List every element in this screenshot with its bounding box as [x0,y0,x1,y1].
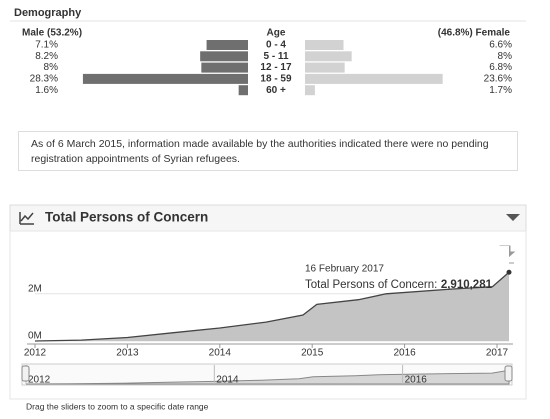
point-marker [506,269,512,275]
male-label: 8% [44,62,59,73]
left-header: Male (53.2%) [22,28,82,39]
male-label: 7.1% [35,40,58,51]
female-label: 6.6% [489,40,512,51]
slider-handle[interactable] [504,365,513,382]
area [35,272,509,341]
x-tick-label: 2015 [301,348,324,359]
y-tick-label: 2M [28,283,42,294]
female-bar [305,62,345,73]
x-tick-label: 2014 [209,348,232,359]
male-bar [82,73,249,84]
x-tick-label: 2016 [393,348,416,359]
slider-handle[interactable] [21,365,30,382]
male-label: 1.6% [35,85,58,96]
female-bar [305,40,344,50]
male-label: 8.2% [35,51,58,62]
panel-title: Total Persons of Concern [45,210,208,225]
male-bar [206,40,248,50]
section-title: Demography [14,7,82,19]
male-bar [238,85,248,96]
navigator-label: 2014 [216,375,239,386]
x-tick-label: 2017 [486,348,509,359]
center-header: Age [267,28,286,39]
age-label: 18 - 59 [260,74,292,85]
age-label: 60 + [266,85,286,96]
female-bar [305,73,443,84]
female-label: 8% [498,51,513,62]
y-tick-label: 0M [28,331,42,342]
hint: Drag the sliders to zoom to a specific d… [26,401,209,411]
female-label: 23.6% [484,74,512,85]
female-bar [305,85,315,96]
age-label: 12 - 17 [260,62,292,73]
age-label: 5 - 11 [263,51,288,62]
female-label: 6.8% [489,62,512,73]
age-label: 0 - 4 [266,40,286,51]
tooltip-date: 16 February 2017 [305,264,384,275]
navigator-label: 2012 [28,375,51,386]
female-bar [305,51,352,62]
note: As of 6 March 2015, information made ava… [18,131,518,171]
x-tick-label: 2013 [116,348,139,359]
tooltip-label: Total Persons of Concern: [305,279,437,291]
right-header: (46.8%) Female [438,28,511,39]
female-label: 1.7% [489,85,512,96]
male-bar [201,62,248,73]
male-label: 28.3% [30,74,58,85]
male-bar [200,51,248,62]
area-line [34,271,510,342]
navigator-area [25,369,510,385]
tooltip-value: 2,910,281 [441,279,493,291]
x-tick-label: 2012 [24,348,47,359]
collapse-arrow[interactable] [506,214,520,221]
chart-icon [19,212,34,225]
navigator-label: 2016 [405,375,428,386]
